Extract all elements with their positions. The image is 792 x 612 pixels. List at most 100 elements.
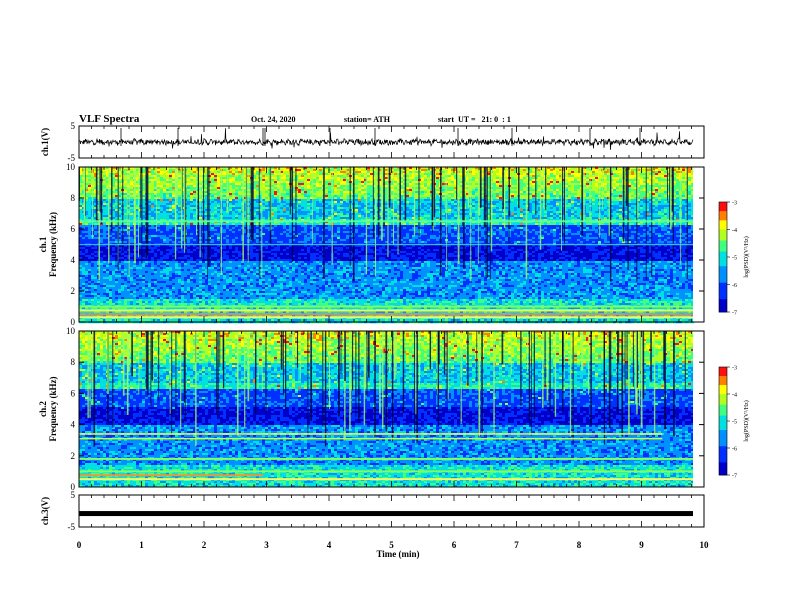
ch1-spectrogram-cell: [163, 187, 166, 189]
ch1-spectrogram-cell: [187, 203, 190, 205]
ch1-spectrogram-cell: [310, 181, 313, 183]
ch1-spectrogram-cell: [688, 211, 691, 213]
ch1-spectrogram-cell: [631, 179, 634, 181]
ch1-spectrogram-cell: [589, 187, 592, 189]
ch1-spectrogram-cell: [163, 171, 166, 173]
ch1-spectrogram-cell: [436, 171, 439, 173]
ch1-spectrogram-cell: [493, 197, 496, 199]
ch1-spectrogram-cell: [334, 209, 337, 211]
ch1-spectrogram-cell: [88, 187, 91, 189]
ch1-spectrogram-cell: [298, 171, 301, 173]
ch1-spectrogram-cell: [271, 211, 274, 213]
ch1-spectrogram-cell: [217, 195, 220, 197]
ch1-spectrogram-cell: [343, 187, 346, 189]
ch1-spectrogram-cell: [310, 185, 313, 187]
ch1-spectrogram-cell: [586, 177, 589, 179]
ch1-spectrogram-cell: [199, 173, 202, 175]
ch1-spectrogram-cell: [655, 203, 658, 205]
ch1-spectrogram-cell: [283, 213, 286, 215]
ch1-spectrogram-cell: [355, 193, 358, 195]
ch1-spectrogram-cell: [496, 169, 499, 171]
ch1-spectrogram-cell: [223, 201, 226, 203]
ch1-spectrogram-cell: [475, 181, 478, 183]
ch1-spectrogram-cell: [505, 203, 508, 205]
ch1-spectrogram-cell: [286, 179, 289, 181]
ch1-spectrogram-cell: [88, 179, 91, 181]
ch1-spectrogram-cell: [571, 199, 574, 201]
ch1-spectrogram-cell: [520, 181, 523, 183]
ch1-spectrogram-cell: [343, 205, 346, 207]
ch1-spectrogram-cell: [619, 189, 622, 191]
ch1-spectrogram-cell: [556, 175, 559, 177]
ch1-spectrogram-cell: [505, 177, 508, 179]
ch1-spectrogram-cell: [271, 191, 274, 193]
ch1-spectrogram-cell: [427, 195, 430, 197]
ch1-spectrogram-cell: [130, 181, 133, 183]
ch1-spectrogram-cell: [394, 191, 397, 193]
ch1-spectrogram-cell: [493, 169, 496, 171]
ch1-spectrogram-cell: [613, 203, 616, 205]
ch1-spectrogram-cell: [265, 199, 268, 201]
ch1-spectrogram-cell: [424, 177, 427, 179]
ch1-spectrogram-cell: [223, 193, 226, 195]
ch1-spectrogram-cell: [664, 205, 667, 207]
ch1-spectrogram-cell: [577, 181, 580, 183]
ch1-spectrogram-cell: [172, 205, 175, 207]
ch1-spectrogram-cell: [532, 213, 535, 215]
ch1-spectrogram-cell: [532, 193, 535, 195]
ch1-spectrogram-cell: [103, 171, 106, 173]
ch1-spectrogram-cell: [436, 211, 439, 213]
ch1-spectrogram-cell: [310, 187, 313, 189]
ch1-spectrogram-cell: [319, 203, 322, 205]
ch1-spectrogram-cell: [499, 203, 502, 205]
ch1-spectrogram-cell: [586, 171, 589, 173]
ch1-spectrogram-cell: [448, 207, 451, 209]
ch1-spectrogram-cell: [448, 185, 451, 187]
ch1-spectrogram-cell: [427, 205, 430, 207]
ch1-spectrogram-cell: [619, 207, 622, 209]
ch1-spectrogram-cell: [421, 183, 424, 185]
ch1-spectrogram-cell: [472, 195, 475, 197]
ch1-spectrogram-cell: [541, 209, 544, 211]
ch1-spectrogram-cell: [130, 201, 133, 203]
ch1-spectrogram-cell: [511, 201, 514, 203]
ch1-spectrogram-cell: [499, 185, 502, 187]
ch1-spectrogram-cell: [337, 179, 340, 181]
ch1-spectrogram-cell: [166, 201, 169, 203]
ch1-spectrogram-cell: [172, 191, 175, 193]
ch1-spectrogram-cell: [421, 203, 424, 205]
ch1-spectrogram-cell: [664, 173, 667, 175]
ch1-spectrogram-cell: [307, 171, 310, 173]
ch1-spectrogram-cell: [589, 191, 592, 193]
ch1-spectrogram-cell: [409, 187, 412, 189]
ch1-spectrogram-cell: [409, 169, 412, 171]
ch1-spectrogram-cell: [604, 189, 607, 191]
ch1-spectrogram-cell: [217, 209, 220, 211]
ch1-spectrogram-cell: [427, 191, 430, 193]
ch1-spectrogram-cell: [676, 211, 679, 213]
ch1-spectrogram-cell: [406, 181, 409, 183]
ch1-spectrogram-cell: [124, 211, 127, 213]
ch1-spectrogram-cell: [193, 213, 196, 215]
ch1-spectrogram-cell: [178, 177, 181, 179]
ch1-spectrogram-cell: [415, 175, 418, 177]
ch1-spectrogram-cell: [586, 205, 589, 207]
ch1-spectrogram-cell: [310, 193, 313, 195]
ch1-spectrogram-cell: [316, 209, 319, 211]
ch1-spectrogram-cell: [151, 175, 154, 177]
ch1-spectrogram-cell: [256, 211, 259, 213]
ch1-spectrogram-cell: [319, 213, 322, 215]
ch1-spectrogram-cell: [328, 207, 331, 209]
ch1-spectrogram-cell: [688, 205, 691, 207]
ch1-spectrogram-cell: [415, 209, 418, 211]
ch1-spectrogram-cell: [409, 205, 412, 207]
ch1-spectrogram-cell: [553, 187, 556, 189]
ch1-spectrogram-cell: [328, 177, 331, 179]
ch1-spectrogram-cell: [235, 189, 238, 191]
ch1-spectrogram-cell: [511, 171, 514, 173]
ch1-spectrogram-cell: [415, 185, 418, 187]
ch1-spectrogram-cell: [496, 193, 499, 195]
ch1-spectrogram-cell: [211, 181, 214, 183]
ch1-spectrogram-cell: [493, 211, 496, 213]
ch1-spectrogram-cell: [604, 211, 607, 213]
